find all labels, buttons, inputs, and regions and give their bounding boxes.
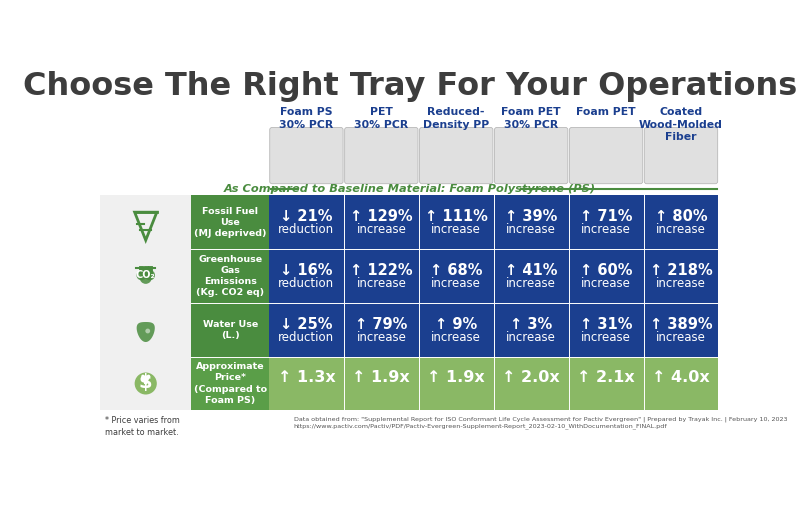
Text: Foam PET: Foam PET xyxy=(576,107,636,117)
Text: Fossil Fuel
Use
(MJ deprived): Fossil Fuel Use (MJ deprived) xyxy=(194,207,266,238)
Text: increase: increase xyxy=(581,277,631,291)
FancyBboxPatch shape xyxy=(270,128,343,184)
Bar xyxy=(269,195,718,249)
Text: PET
30% PCR: PET 30% PCR xyxy=(354,107,409,129)
Text: increase: increase xyxy=(656,331,706,344)
FancyBboxPatch shape xyxy=(345,128,418,184)
Text: ↑ 79%: ↑ 79% xyxy=(355,317,407,332)
Text: $: $ xyxy=(139,373,153,392)
Text: ↑ 4.0x: ↑ 4.0x xyxy=(652,370,710,385)
Text: increase: increase xyxy=(506,277,556,291)
Bar xyxy=(100,357,191,410)
Text: ↑ 2.0x: ↑ 2.0x xyxy=(502,370,560,385)
FancyBboxPatch shape xyxy=(494,128,568,184)
Text: Approximate
Price*
(Compared to
Foam PS): Approximate Price* (Compared to Foam PS) xyxy=(194,362,266,405)
Text: * Price varies from
market to market.: * Price varies from market to market. xyxy=(105,416,179,437)
Text: Reduced-
Density PP: Reduced- Density PP xyxy=(423,107,490,129)
Text: increase: increase xyxy=(656,277,706,291)
Text: ↑ 31%: ↑ 31% xyxy=(580,317,632,332)
Text: Coated
Wood-Molded
Fiber: Coated Wood-Molded Fiber xyxy=(639,107,723,142)
Text: ↑ 39%: ↑ 39% xyxy=(505,209,558,224)
Text: increase: increase xyxy=(431,223,481,236)
Circle shape xyxy=(145,270,155,280)
Text: Foam PS
30% PCR: Foam PS 30% PCR xyxy=(279,107,334,129)
Text: ↑ 129%: ↑ 129% xyxy=(350,209,413,224)
Text: Water Use
(L.): Water Use (L.) xyxy=(202,320,258,340)
Bar xyxy=(269,249,718,303)
Bar xyxy=(269,303,718,357)
FancyBboxPatch shape xyxy=(644,128,718,184)
FancyBboxPatch shape xyxy=(570,128,642,184)
Bar xyxy=(100,195,191,249)
Text: Choose The Right Tray For Your Operations: Choose The Right Tray For Your Operation… xyxy=(23,71,797,102)
Text: reduction: reduction xyxy=(278,277,334,291)
Text: ↓ 25%: ↓ 25% xyxy=(280,317,333,332)
Text: Data obtained from: "Supplemental Report for ISO Conformant Life Cycle Assessmen: Data obtained from: "Supplemental Report… xyxy=(294,416,787,429)
Text: increase: increase xyxy=(506,331,556,344)
Text: ↓ 21%: ↓ 21% xyxy=(280,209,333,224)
Text: ↑ 80%: ↑ 80% xyxy=(654,209,707,224)
Bar xyxy=(100,303,191,357)
Text: ↑ 111%: ↑ 111% xyxy=(425,209,488,224)
Text: increase: increase xyxy=(356,277,406,291)
Text: ↑ 71%: ↑ 71% xyxy=(580,209,632,224)
Text: increase: increase xyxy=(431,277,481,291)
Text: ↑ 2.1x: ↑ 2.1x xyxy=(578,370,635,385)
Bar xyxy=(191,303,269,357)
Bar xyxy=(191,357,269,410)
Text: increase: increase xyxy=(431,331,481,344)
Bar xyxy=(191,195,269,249)
Bar xyxy=(100,249,191,303)
Text: ↑ 1.9x: ↑ 1.9x xyxy=(353,370,410,385)
Text: increase: increase xyxy=(356,331,406,344)
Polygon shape xyxy=(137,322,154,342)
Text: ↑ 41%: ↑ 41% xyxy=(505,263,558,278)
Circle shape xyxy=(140,272,152,284)
Circle shape xyxy=(146,329,150,333)
FancyBboxPatch shape xyxy=(419,128,493,184)
Text: ↑ 9%: ↑ 9% xyxy=(435,317,478,332)
Text: CO₂: CO₂ xyxy=(136,270,155,280)
Text: ↑ 1.3x: ↑ 1.3x xyxy=(278,370,335,385)
Circle shape xyxy=(134,373,157,394)
Bar xyxy=(269,357,718,410)
Text: ↑ 60%: ↑ 60% xyxy=(580,263,632,278)
Text: Foam PET
30% PCR: Foam PET 30% PCR xyxy=(502,107,561,129)
Text: reduction: reduction xyxy=(278,331,334,344)
Text: ↑ 122%: ↑ 122% xyxy=(350,263,413,278)
Text: increase: increase xyxy=(506,223,556,236)
Text: As Compared to Baseline Material: Foam Polystyrene (PS): As Compared to Baseline Material: Foam P… xyxy=(224,184,596,194)
Text: increase: increase xyxy=(356,223,406,236)
Text: ↑ 3%: ↑ 3% xyxy=(510,317,552,332)
Text: increase: increase xyxy=(581,223,631,236)
Text: ↑ 1.9x: ↑ 1.9x xyxy=(427,370,485,385)
Bar xyxy=(191,249,269,303)
Text: increase: increase xyxy=(581,331,631,344)
Circle shape xyxy=(144,268,152,276)
Text: Greenhouse
Gas
Emissions
(Kg. CO2 eq): Greenhouse Gas Emissions (Kg. CO2 eq) xyxy=(196,255,264,297)
Text: ↓ 16%: ↓ 16% xyxy=(280,263,333,278)
Text: ↑ 218%: ↑ 218% xyxy=(650,263,712,278)
Circle shape xyxy=(137,270,147,280)
Text: ↑ 389%: ↑ 389% xyxy=(650,317,712,332)
Text: increase: increase xyxy=(656,223,706,236)
Circle shape xyxy=(139,268,147,276)
Text: reduction: reduction xyxy=(278,223,334,236)
Text: ↑ 68%: ↑ 68% xyxy=(430,263,482,278)
